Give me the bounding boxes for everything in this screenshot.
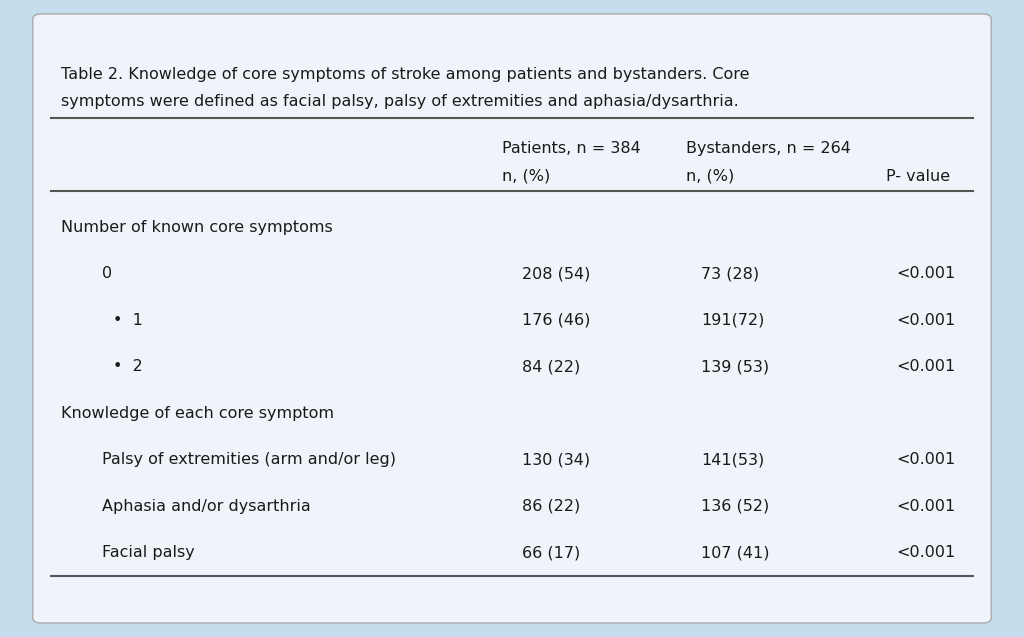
Text: <0.001: <0.001	[896, 313, 955, 328]
Text: symptoms were defined as facial palsy, palsy of extremities and aphasia/dysarthr: symptoms were defined as facial palsy, p…	[61, 94, 739, 109]
Text: •  2: • 2	[113, 359, 142, 375]
Text: n, (%): n, (%)	[502, 169, 550, 184]
Text: Palsy of extremities (arm and/or leg): Palsy of extremities (arm and/or leg)	[102, 452, 396, 468]
Text: n, (%): n, (%)	[686, 169, 734, 184]
Text: Number of known core symptoms: Number of known core symptoms	[61, 220, 333, 235]
Text: •  1: • 1	[113, 313, 142, 328]
Text: 84 (22): 84 (22)	[522, 359, 581, 375]
Text: Aphasia and/or dysarthria: Aphasia and/or dysarthria	[102, 499, 311, 514]
Text: Facial palsy: Facial palsy	[102, 545, 196, 561]
Text: Patients, n = 384: Patients, n = 384	[502, 141, 640, 157]
Text: <0.001: <0.001	[896, 499, 955, 514]
Text: 139 (53): 139 (53)	[701, 359, 770, 375]
Text: 86 (22): 86 (22)	[522, 499, 581, 514]
Text: 191(72): 191(72)	[701, 313, 765, 328]
Text: 136 (52): 136 (52)	[701, 499, 770, 514]
Text: Table 2. Knowledge of core symptoms of stroke among patients and bystanders. Cor: Table 2. Knowledge of core symptoms of s…	[61, 67, 750, 82]
Text: <0.001: <0.001	[896, 266, 955, 282]
Text: 176 (46): 176 (46)	[522, 313, 591, 328]
Text: P- value: P- value	[886, 169, 950, 184]
Text: Bystanders, n = 264: Bystanders, n = 264	[686, 141, 851, 157]
Text: 130 (34): 130 (34)	[522, 452, 591, 468]
Text: 73 (28): 73 (28)	[701, 266, 760, 282]
Text: 0: 0	[102, 266, 113, 282]
Text: Knowledge of each core symptom: Knowledge of each core symptom	[61, 406, 335, 421]
FancyBboxPatch shape	[33, 14, 991, 623]
Text: <0.001: <0.001	[896, 452, 955, 468]
Text: 208 (54): 208 (54)	[522, 266, 591, 282]
Text: 107 (41): 107 (41)	[701, 545, 770, 561]
Text: <0.001: <0.001	[896, 545, 955, 561]
Text: <0.001: <0.001	[896, 359, 955, 375]
Text: 141(53): 141(53)	[701, 452, 765, 468]
Text: 66 (17): 66 (17)	[522, 545, 581, 561]
